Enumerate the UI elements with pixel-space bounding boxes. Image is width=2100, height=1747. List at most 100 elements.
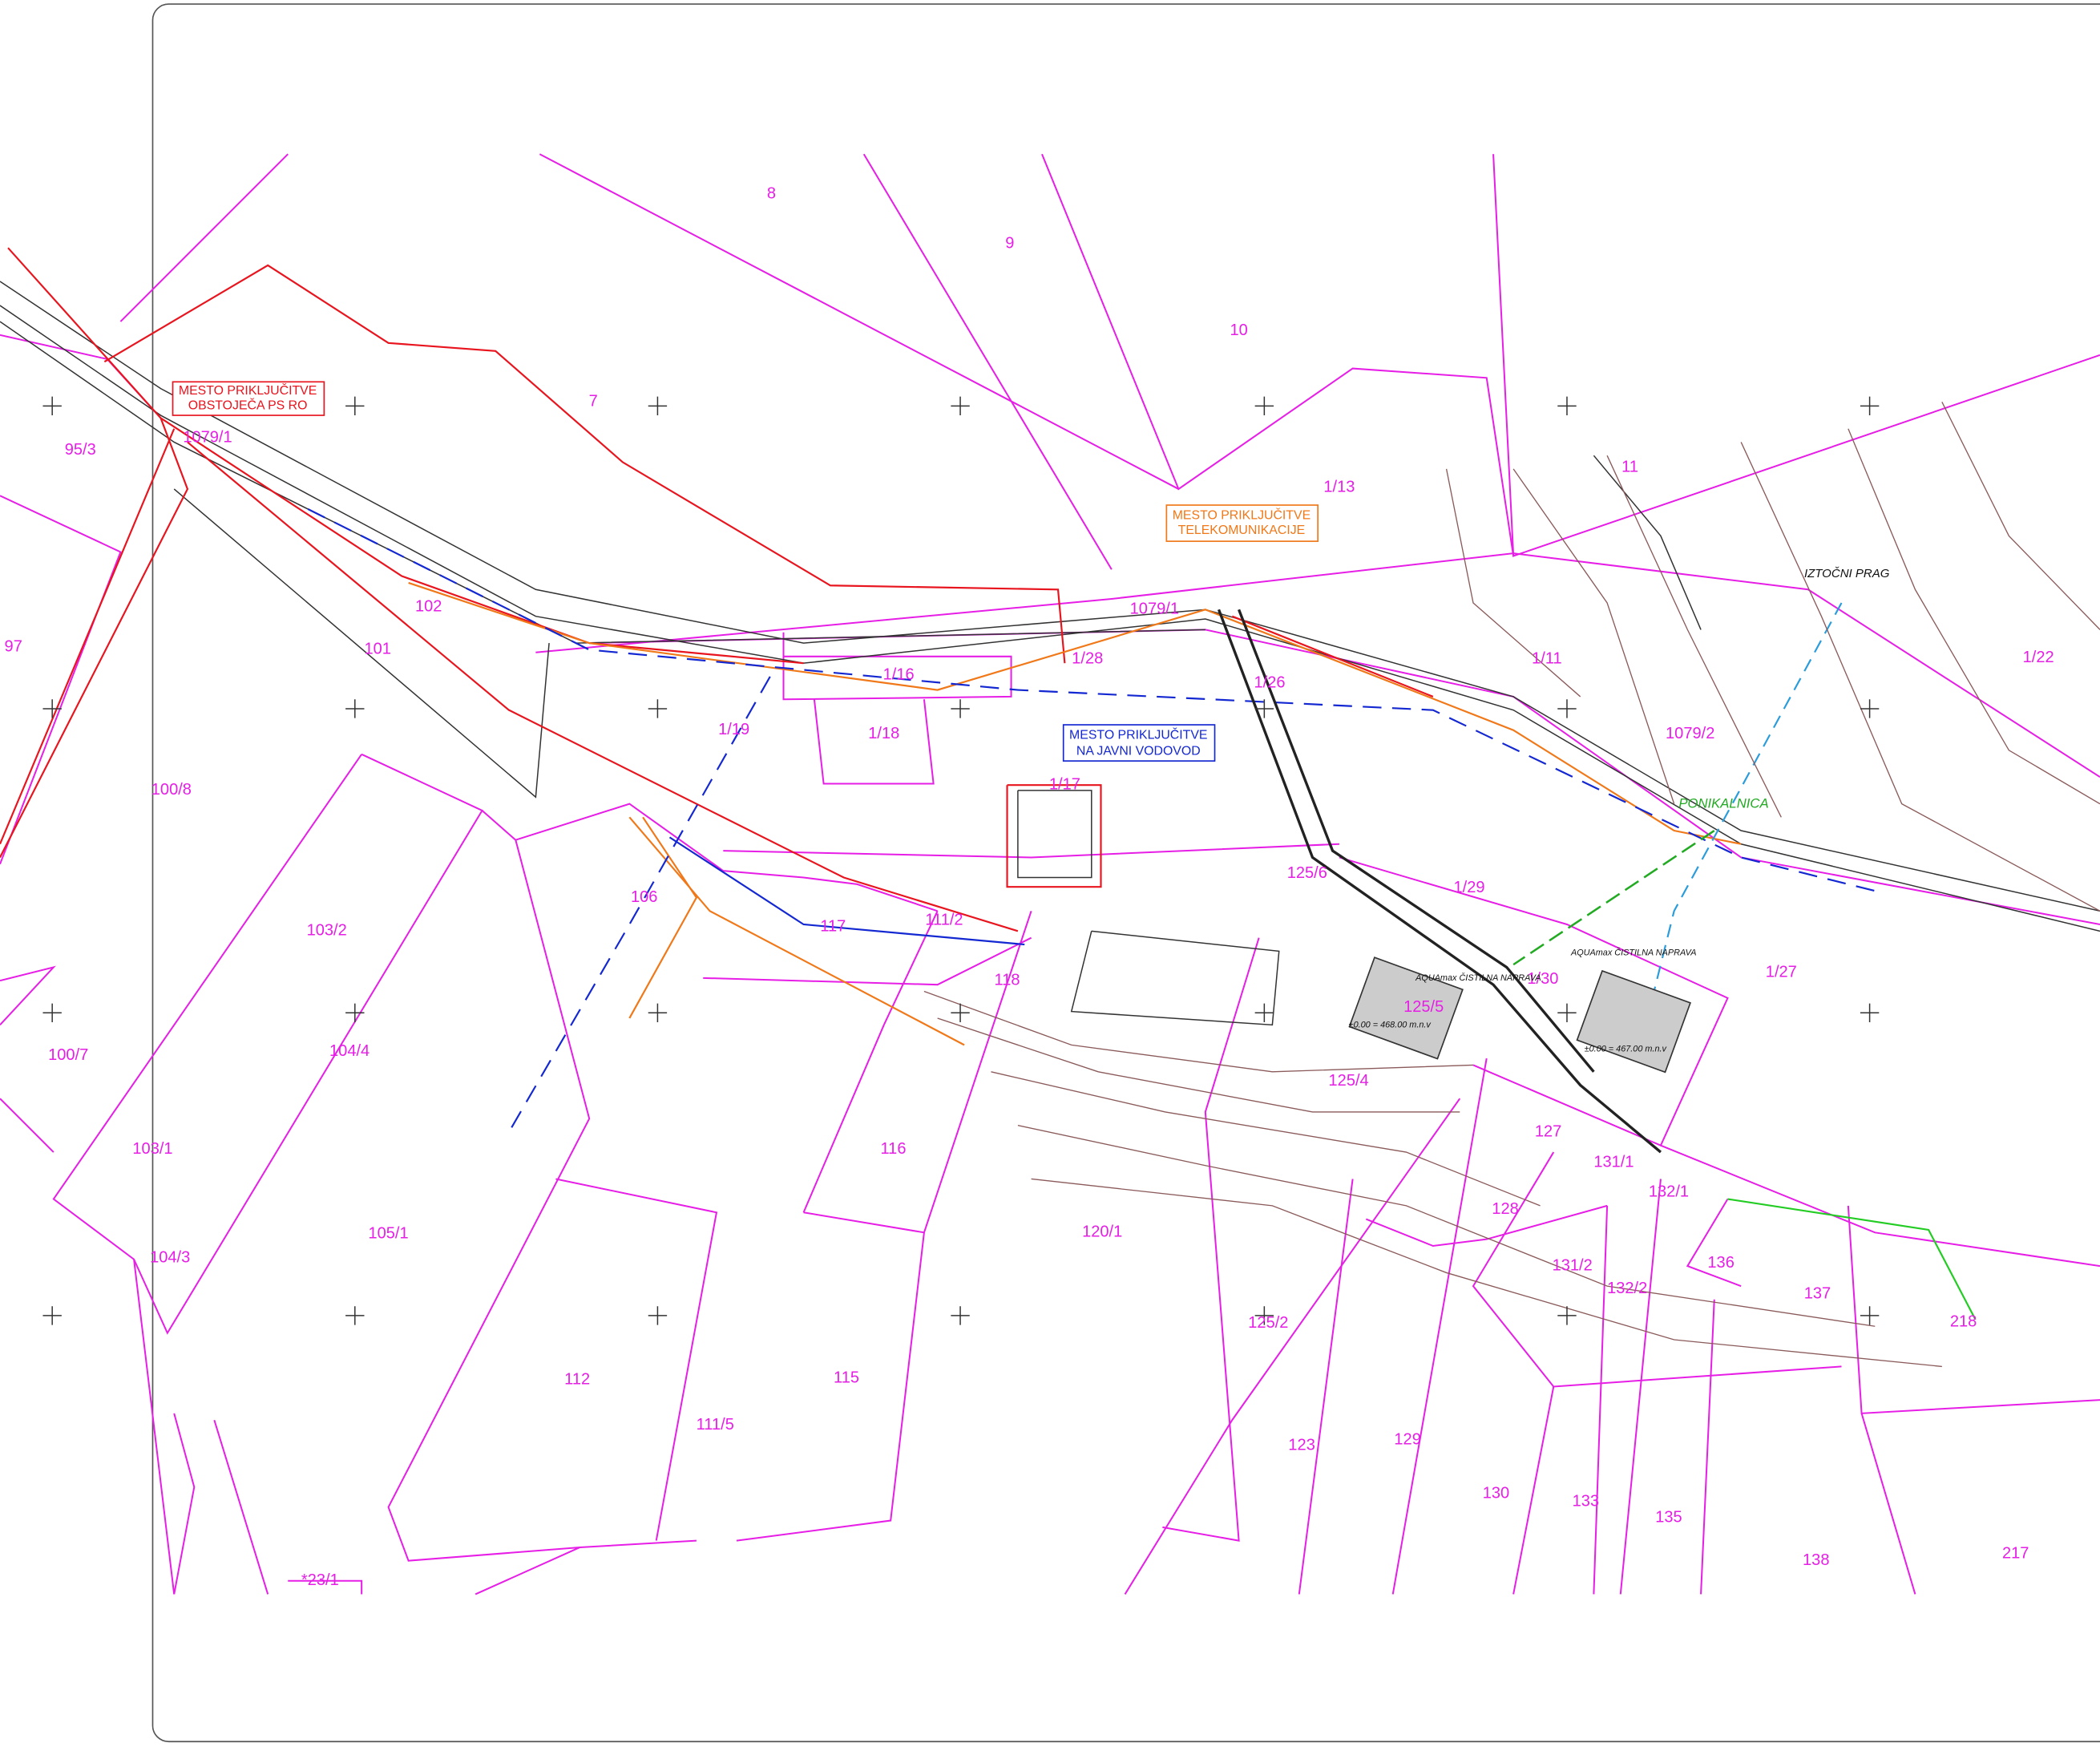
parcel-label: 100/8 [151,781,192,799]
annotation-text: MESTO PRIKLJUČITVE [179,382,317,398]
parcel-label: 125/4 [1329,1072,1369,1090]
grid-cross [345,699,364,718]
parcel-label: 95/3 [65,441,96,459]
grid-cross [345,1306,364,1324]
annotation-text: MESTO PRIKLJUČITVE [1069,727,1207,742]
parcel-label: 103/1 [132,1140,172,1158]
parcel-label: *23/1 [301,1571,339,1589]
grid-cross [42,397,61,415]
grid-cross [1255,1004,1274,1022]
grid-cross [1557,397,1576,415]
parcel-label: 125/2 [1248,1314,1288,1332]
parcel-label: 10 [1230,321,1247,339]
grid-cross [648,1004,667,1022]
grid-cross [1860,1306,1879,1324]
grid-cross [648,1306,667,1324]
parcel-label: 1079/1 [1130,601,1179,618]
grid-cross [951,699,969,718]
map-lines [0,4,2100,1741]
parcel-label: 100/7 [48,1046,88,1064]
parcel-label: 9 [1005,234,1014,252]
grid-cross [951,1306,969,1324]
parcel-label: 128 [1492,1200,1518,1218]
parcel-label: 1/29 [1453,879,1484,896]
grid-cross [648,397,667,415]
parcel-label: 8 [767,185,776,203]
parcel-label: 117 [820,918,846,936]
annotation-water: MESTO PRIKLJUČITVE NA JAVNI VODOVOD [1064,725,1215,761]
level-label: ±0.00 = 468.00 m.n.v [1349,1021,1432,1030]
grid-cross [1557,1004,1576,1022]
parcel-label: 130 [1483,1484,1509,1502]
level-label: ±0.00 = 467.00 m.n.v [1585,1045,1667,1054]
grid-cross [42,1306,61,1324]
parcel-label: 118 [995,971,1020,989]
parcel-label: 137 [1804,1284,1831,1302]
parcel-label: 123 [1288,1436,1315,1454]
parcel-label: 1079/1 [183,429,232,447]
grid-cross [345,1004,364,1022]
grid-cross [1860,397,1879,415]
parcel-label: 1/26 [1254,674,1286,692]
grid-cross [1557,699,1576,718]
grid-cross [1860,1004,1879,1022]
parcel-label: 127 [1535,1122,1561,1140]
parcel-label: 112 [564,1370,590,1388]
parcel-label: 11 [1621,459,1638,476]
parcel-label: 1079/2 [1666,725,1714,742]
parcel-label: 111/5 [697,1416,734,1434]
plant-label: AQUAmax ČISTILNA NAPRAVA [1570,947,1697,957]
parcel-label: 1/28 [1072,649,1103,667]
grid-cross [345,397,364,415]
parcel-label: 131/2 [1553,1256,1593,1274]
parcel-label: 111/2 [925,911,963,928]
outlet-label: IZTOČNI PRAG [1804,567,1890,580]
grid-crosses [42,397,1879,1325]
parcel-label: 133 [1573,1492,1599,1510]
parcel-label: 116 [881,1140,907,1158]
parcel-label: 136 [1707,1254,1734,1272]
parcel-label: 1/11 [1532,649,1562,667]
parcel-label: 138 [1803,1551,1829,1569]
parcel-label: 104/4 [329,1042,370,1060]
parcel-label: 105/1 [368,1224,408,1242]
parcel-label: 1/16 [883,666,915,684]
parcel-label: 125/6 [1287,864,1327,882]
parcel-label: 120/1 [1082,1223,1122,1241]
parcel-label: 102 [415,597,442,615]
parcel-label: 7 [589,393,598,410]
grid-cross [42,1004,61,1022]
parcel-label: 1/18 [868,725,899,742]
parcel-label: 125/5 [1403,998,1444,1016]
annotation-text: NA JAVNI VODOVOD [1076,745,1201,758]
grid-cross [951,397,969,415]
parcel-label: 1/17 [1049,776,1080,794]
parcel-label: 131/1 [1593,1154,1634,1171]
parcel-label: 115 [834,1369,859,1387]
plant-label: AQUAmax ČISTILNA NAPRAVA [1415,973,1541,983]
annotation-text: OBSTOJEČA PS RO [188,398,308,413]
parcel-label: 132/1 [1649,1183,1689,1200]
annotation-sewer: MESTO PRIKLJUČITVE OBSTOJEČA PS RO [173,382,325,415]
parcel-label: 106 [631,888,657,906]
parcel-label: 217 [2002,1545,2029,1563]
parcel-label: 132/2 [1607,1280,1647,1297]
grid-cross [1255,397,1274,415]
grid-cross [648,699,667,718]
annotation-telecom: MESTO PRIKLJUČITVE TELEKOMUNIKACIJE [1166,505,1318,541]
parcel-label: 1/22 [2023,649,2054,666]
parcel-label: 1/13 [1323,479,1355,496]
parcel-label: 1/27 [1766,963,1797,981]
parcel-label: 103/2 [307,922,347,940]
sinkhole-label: PONIKALNICA [1678,796,1768,811]
annotation-text: MESTO PRIKLJUČITVE [1173,508,1310,523]
grid-cross [1557,1306,1576,1324]
site-plan: 8 9 10 7 1/13 11 95/3 1079/1 97 102 101 1079/1 1/28 1… [0,0,2100,1747]
parcel-label: 218 [1950,1313,1977,1331]
parcel-label: 129 [1394,1431,1420,1449]
parcel-label: 101 [364,641,390,658]
parcel-label: 135 [1655,1509,1682,1527]
parcel-label: 104/3 [150,1248,190,1266]
parcel-label: 97 [5,637,22,655]
parcel-label: 1/19 [718,721,749,738]
